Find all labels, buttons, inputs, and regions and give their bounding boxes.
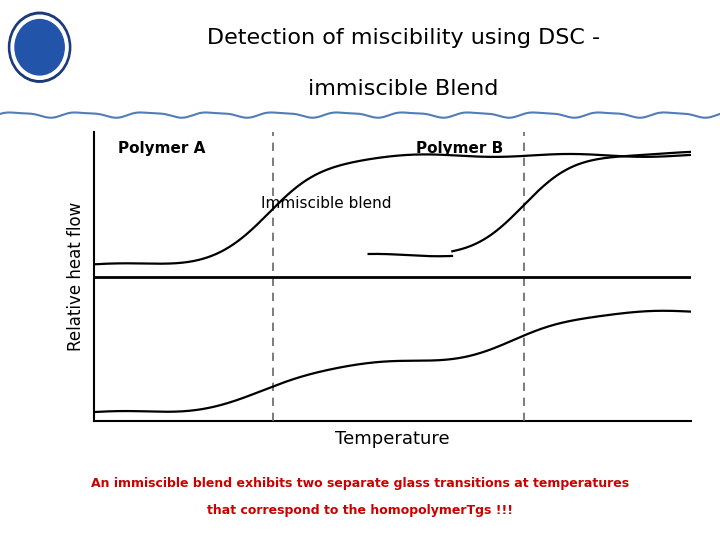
Circle shape [15, 19, 64, 75]
Y-axis label: Relative heat flow: Relative heat flow [67, 202, 85, 352]
Circle shape [11, 15, 68, 79]
Text: that correspond to the homopolymerTgs !!!: that correspond to the homopolymerTgs !!… [207, 504, 513, 517]
Circle shape [9, 12, 71, 82]
Text: Detection of miscibility using DSC -: Detection of miscibility using DSC - [207, 28, 600, 48]
Text: Immiscible blend: Immiscible blend [261, 196, 392, 211]
Text: immiscible Blend: immiscible Blend [308, 78, 498, 99]
X-axis label: Temperature: Temperature [335, 429, 450, 448]
Text: An immiscible blend exhibits two separate glass transitions at temperatures: An immiscible blend exhibits two separat… [91, 477, 629, 490]
Text: Polymer B: Polymer B [416, 141, 503, 156]
Text: Polymer A: Polymer A [117, 141, 205, 156]
